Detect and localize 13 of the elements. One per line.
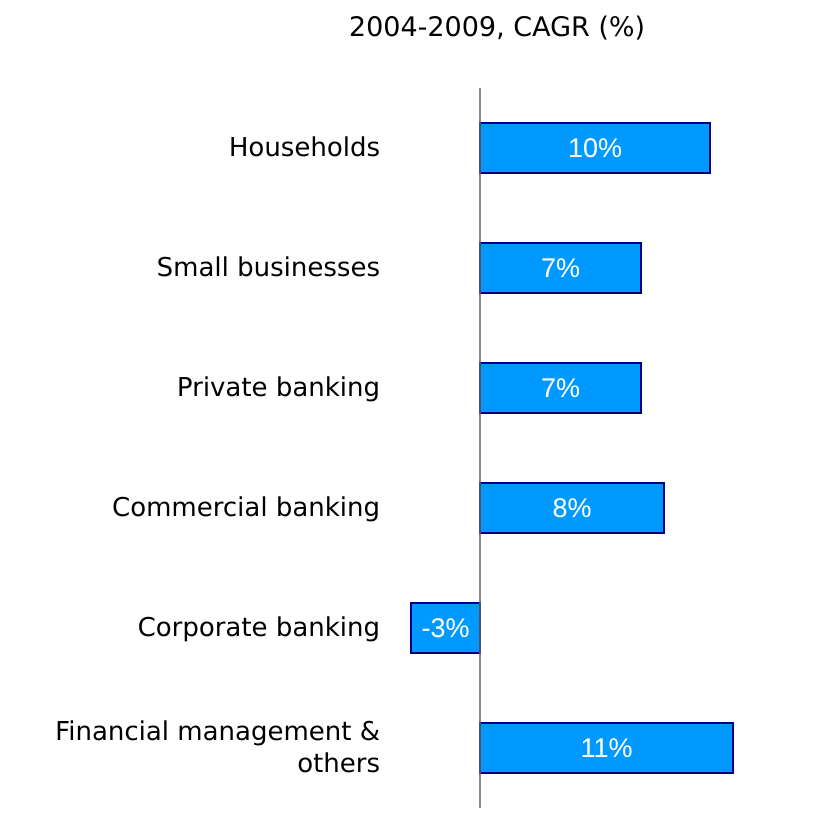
- y-tick-label: Private banking: [176, 373, 380, 403]
- y-tick-label: Small businesses: [156, 253, 380, 283]
- data-label: 7%: [540, 373, 580, 403]
- y-tick-label: Financial management & others: [55, 717, 380, 779]
- y-tick-label: Commercial banking: [112, 493, 380, 523]
- data-label: -3%: [421, 613, 470, 643]
- data-label: 8%: [552, 493, 592, 523]
- y-tick-label: Corporate banking: [138, 613, 380, 643]
- data-label: 7%: [540, 253, 580, 283]
- chart-title: 2004-2009, CAGR (%): [348, 11, 646, 45]
- y-tick-label: Households: [228, 133, 380, 163]
- data-label: 10%: [568, 133, 622, 163]
- data-label: 11%: [580, 733, 633, 763]
